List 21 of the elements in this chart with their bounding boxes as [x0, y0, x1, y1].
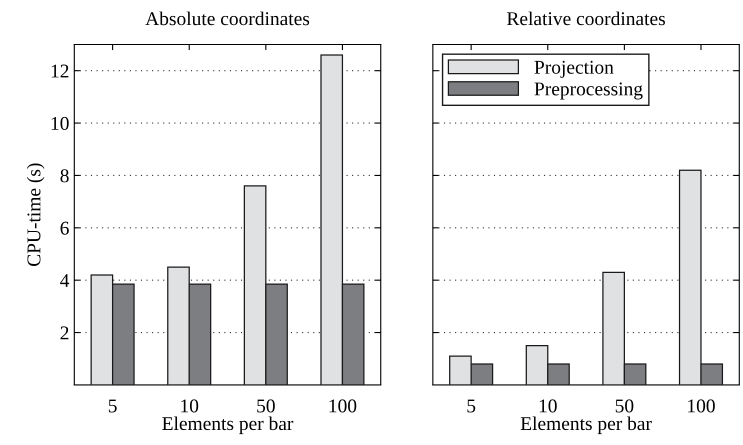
x-tick-label: 50	[257, 399, 275, 412]
y-tick-label: 10	[52, 116, 69, 130]
legend-label: Preprocessing	[534, 82, 643, 100]
legend-label: Projection	[534, 60, 614, 78]
x-tick-label: 10	[181, 399, 198, 412]
chart-title: Relative coordinates	[506, 12, 665, 26]
x-axis-title: Elements per bar	[162, 416, 294, 434]
y-tick-label: 4	[60, 274, 70, 287]
x-tick-label: 100	[688, 399, 715, 412]
y-axis-title: CPU-time (s)	[26, 163, 44, 266]
x-tick-label: 5	[467, 400, 476, 412]
y-tick-label: 8	[60, 169, 69, 182]
chart-title: Absolute coordinates	[145, 12, 310, 26]
x-tick-label: 50	[616, 399, 634, 412]
x-tick-label: 5	[108, 400, 117, 412]
x-axis-title: Elements per bar	[520, 416, 652, 434]
x-tick-label: 10	[540, 399, 557, 412]
x-tick-label: 100	[330, 399, 356, 412]
y-tick-label: 12	[52, 64, 68, 78]
y-tick-label: 2	[60, 326, 68, 340]
y-tick-label: 6	[60, 222, 69, 235]
